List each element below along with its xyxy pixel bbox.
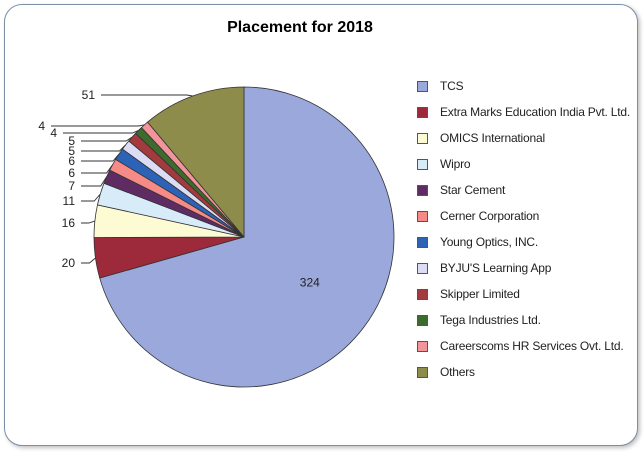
data-label-10: 4 (38, 119, 45, 133)
leader-line-11 (101, 94, 193, 97)
legend-item-3: Wipro (417, 151, 637, 177)
leader-line-1 (81, 257, 96, 264)
legend-swatch-1 (417, 106, 428, 118)
data-label-8: 5 (68, 134, 75, 148)
legend-item-5: Cerner Corporation (417, 203, 637, 229)
leader-line-2 (81, 220, 95, 224)
legend-label-5: Cerner Corporation (440, 209, 540, 223)
data-label-5: 6 (68, 166, 75, 180)
data-label-2: 16 (62, 216, 76, 230)
chart-title: Placement for 2018 (227, 19, 373, 36)
legend-swatch-6 (417, 236, 428, 248)
legend-label-0: TCS (440, 79, 464, 93)
pie-slice-0 (99, 86, 395, 388)
legend-label-6: Young Optics, INC. (440, 235, 539, 249)
legend-item-9: Tega Industries Ltd. (417, 307, 637, 333)
legend-label-2: OMICS International (440, 131, 545, 145)
legend-swatch-4 (417, 184, 428, 196)
legend-item-0: TCS (417, 73, 637, 99)
chart-frame: Placement for 2018 324 20 16 11 7 6 6 5 5 4 4 51 TC… (4, 4, 638, 446)
legend-label-4: Star Cement (440, 183, 506, 197)
legend-label-11: Others (440, 365, 475, 379)
legend-item-11: Others (417, 359, 637, 385)
data-label-3: 11 (63, 194, 76, 208)
leader-line-5 (81, 164, 113, 174)
legend-label-9: Tega Industries Ltd. (440, 313, 541, 327)
legend-item-2: OMICS International (417, 125, 637, 151)
legend-item-6: Young Optics, INC. (417, 229, 637, 255)
legend-swatch-8 (417, 288, 428, 300)
legend-label-8: Skipper Limited (440, 287, 520, 301)
legend-label-7: BYJU'S Learning App (440, 261, 552, 275)
legend-swatch-5 (417, 210, 428, 222)
data-label-0: 324 (300, 276, 320, 290)
legend-item-8: Skipper Limited (417, 281, 637, 307)
data-label-6: 6 (68, 154, 75, 168)
leader-line-8 (81, 136, 133, 142)
legend-label-3: Wipro (440, 157, 471, 171)
data-label-7: 5 (68, 144, 75, 158)
legend-item-4: Star Cement (417, 177, 637, 203)
leader-line-10 (51, 124, 145, 127)
legend-swatch-0 (417, 80, 428, 92)
leader-line-3 (81, 193, 101, 202)
legend-item-10: Careerscoms HR Services Ovt. Ltd. (417, 333, 637, 359)
leader-line-6 (81, 153, 120, 162)
legend-label-10: Careerscoms HR Services Ovt. Ltd. (440, 339, 624, 353)
leader-line-7 (81, 144, 126, 152)
legend-swatch-3 (417, 158, 428, 170)
legend-swatch-2 (417, 132, 428, 144)
leader-line-4 (81, 176, 108, 187)
legend-swatch-7 (417, 262, 428, 274)
legend-swatch-11 (417, 366, 428, 378)
leader-line-9 (63, 129, 139, 134)
data-label-9: 4 (50, 126, 57, 140)
data-label-4: 7 (68, 179, 75, 193)
legend-label-1: Extra Marks Education India Pvt. Ltd. (440, 105, 631, 119)
legend-swatch-10 (417, 340, 428, 352)
legend-item-1: Extra Marks Education India Pvt. Ltd. (417, 99, 637, 125)
legend-swatch-9 (417, 314, 428, 326)
data-label-1: 20 (62, 256, 76, 270)
pie-slice-11 (147, 86, 245, 239)
legend-item-7: BYJU'S Learning App (417, 255, 637, 281)
chart-legend: TCS Extra Marks Education India Pvt. Ltd.… (417, 73, 637, 385)
data-label-11: 51 (82, 88, 96, 102)
